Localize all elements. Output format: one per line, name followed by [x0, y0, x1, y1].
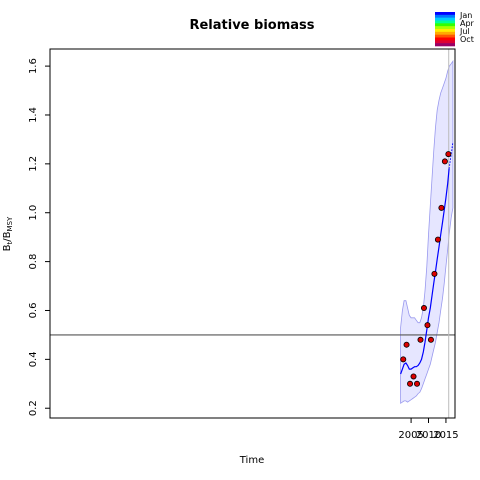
legend-label: Jan [459, 11, 472, 20]
legend-swatch [435, 31, 455, 35]
observations [400, 151, 452, 387]
data-point [431, 270, 438, 277]
data-point [417, 336, 424, 343]
x-tick-label: 2010 [416, 430, 441, 441]
x-tick-label: 2015 [433, 430, 458, 441]
plot-frame [49, 48, 456, 419]
plot-area [49, 48, 456, 419]
legend-swatch [435, 26, 455, 30]
y-tick-label: 1.4 [28, 107, 39, 123]
data-point [403, 341, 410, 348]
y-label-main: B [2, 244, 13, 251]
legend-swatch [435, 12, 455, 16]
legend-label: Apr [460, 19, 475, 28]
legend-swatch [435, 40, 455, 44]
data-point [424, 322, 431, 329]
legend-swatch [435, 20, 455, 24]
y-axis: 0.2 0.4 0.6 0.8 1.0 1.2 1.4 1.6 [28, 58, 50, 416]
y-tick-label: 1.0 [28, 205, 39, 221]
y-tick-label: 0.6 [28, 303, 39, 319]
x-axis-label: Time [239, 455, 264, 466]
data-point [414, 380, 421, 387]
legend-label: Oct [460, 35, 474, 44]
data-point [441, 158, 448, 165]
data-point [427, 336, 434, 343]
legend-swatch [435, 29, 455, 33]
y-tick-label: 0.2 [28, 400, 39, 416]
confidence-band [400, 59, 454, 405]
y-tick-label: 1.2 [28, 156, 39, 172]
y-axis-label: Bt/BMSY [2, 216, 14, 251]
legend-label: Jul [459, 27, 470, 36]
y-label-sep: /B [2, 231, 13, 241]
y-tick-label: 1.6 [28, 58, 39, 74]
y-tick-label: 0.4 [28, 351, 39, 367]
legend-swatch [435, 23, 455, 27]
y-label-sub2: MSY [6, 216, 14, 231]
data-point [400, 356, 407, 363]
data-point [445, 151, 452, 158]
x-tick-label: 2005 [398, 430, 423, 441]
legend-swatch [435, 43, 455, 47]
legend-swatch [435, 14, 455, 18]
data-point [438, 204, 445, 211]
data-point [407, 380, 414, 387]
data-point [410, 373, 417, 380]
estimate-line [400, 168, 450, 375]
chart-title: Relative biomass [189, 18, 314, 33]
legend-swatch [435, 17, 455, 21]
y-tick-label: 0.8 [28, 254, 39, 270]
y-label-sub1: t [6, 241, 14, 244]
data-point [420, 305, 427, 312]
legend-swatch [435, 37, 455, 41]
data-point [434, 236, 441, 243]
legend-swatch [435, 34, 455, 38]
